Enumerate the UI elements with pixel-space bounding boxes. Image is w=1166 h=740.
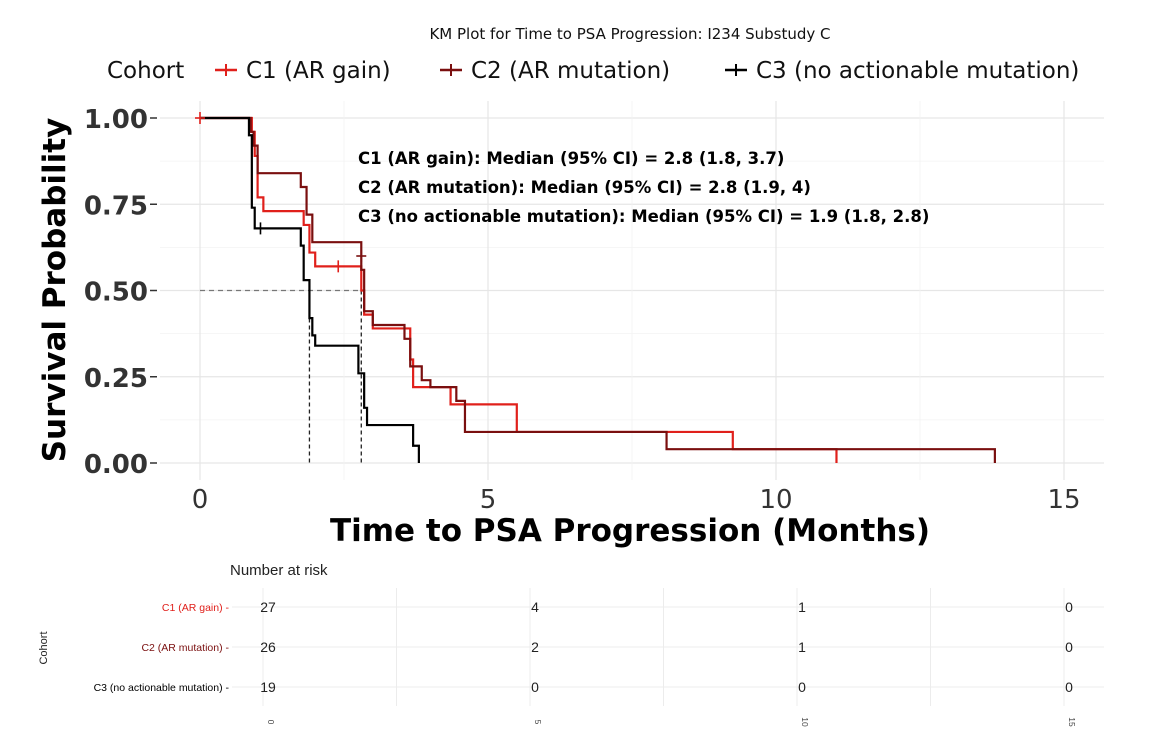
risk-value: 4 xyxy=(531,599,539,615)
series-line-c3 xyxy=(200,116,420,463)
risk-value: 0 xyxy=(1065,599,1073,615)
x-tick-label: 0 xyxy=(192,485,209,515)
legend-entry: C3 (no actionable mutation) xyxy=(756,58,1079,84)
y-axis: 0.00 0.25 0.50 0.75 1.00 xyxy=(84,105,157,480)
risk-value: 27 xyxy=(260,599,276,615)
x-tick-label: 10 xyxy=(759,485,792,515)
risk-row-label: C2 (AR mutation) - xyxy=(141,642,229,654)
risk-row-label: C1 (AR gain) - xyxy=(162,602,230,614)
median-annotation: C2 (AR mutation): Median (95% CI) = 2.8 … xyxy=(358,178,811,197)
risk-x-tick-label: 15 xyxy=(1067,717,1077,727)
risk-value: 26 xyxy=(260,639,276,655)
risk-value: 0 xyxy=(1065,679,1073,695)
risk-x-tick-label: 10 xyxy=(800,717,810,727)
risk-value: 2 xyxy=(531,639,539,655)
risk-row-label: C3 (no actionable mutation) - xyxy=(94,682,230,694)
y-tick-label: 0.00 xyxy=(84,450,148,480)
risk-value: 1 xyxy=(798,639,806,655)
plot-area: C1 (AR gain): Median (95% CI) = 2.8 (1.8… xyxy=(160,101,1104,480)
median-annotation: C3 (no actionable mutation): Median (95%… xyxy=(358,207,929,226)
legend: Cohort C1 (AR gain) C2 (AR mutation) C3 (n… xyxy=(107,58,1079,84)
x-axis-title: Time to PSA Progression (Months) xyxy=(330,513,930,549)
legend-title: Cohort xyxy=(107,58,184,84)
risk-value: 1 xyxy=(798,599,806,615)
risk-value: 0 xyxy=(1065,639,1073,655)
legend-entry: C2 (AR mutation) xyxy=(471,58,670,84)
y-tick-label: 0.50 xyxy=(84,278,148,308)
series-line-c2 xyxy=(200,116,996,463)
y-tick-label: 0.75 xyxy=(84,191,148,221)
risk-x-tick-label: 0 xyxy=(266,720,276,725)
risk-table-ylabel: Cohort xyxy=(38,631,50,664)
risk-value: 0 xyxy=(531,679,539,695)
risk-value: 0 xyxy=(798,679,806,695)
y-axis-title: Survival Probability xyxy=(37,118,73,463)
risk-x-tick-label: 5 xyxy=(533,720,543,725)
x-axis: 0 5 10 15 xyxy=(192,485,1081,515)
risk-value: 19 xyxy=(260,679,276,695)
median-annotation: C1 (AR gain): Median (95% CI) = 2.8 (1.8… xyxy=(358,149,784,168)
chart-title: KM Plot for Time to PSA Progression: I23… xyxy=(429,25,830,43)
y-tick-label: 1.00 xyxy=(84,105,148,135)
x-tick-label: 5 xyxy=(480,485,497,515)
series-line-c1 xyxy=(200,116,838,463)
y-tick-label: 0.25 xyxy=(84,364,148,394)
legend-entry: C1 (AR gain) xyxy=(246,58,391,84)
x-tick-label: 15 xyxy=(1047,485,1080,515)
risk-table-title: Number at risk xyxy=(230,562,328,579)
risk-table: Number at risk Cohort C1 (AR gain) - 27 4 1… xyxy=(38,562,1104,727)
